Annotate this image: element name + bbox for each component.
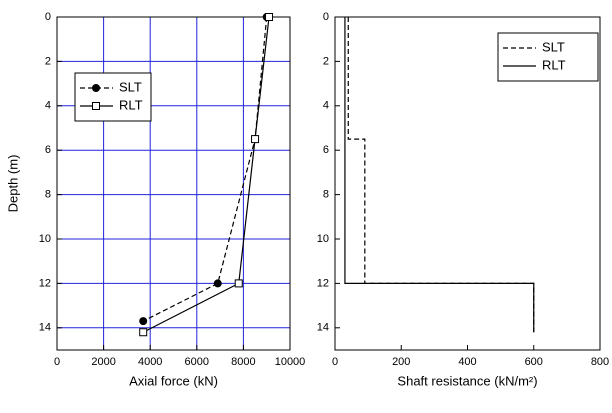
- y-tick-label: 6: [323, 144, 329, 156]
- y-tick-label: 10: [39, 233, 51, 245]
- legend-box: [497, 32, 599, 82]
- x-axis-label: Shaft resistance (kN/m²): [397, 373, 537, 388]
- series-line: [142, 16, 270, 333]
- y-tick-label: 0: [323, 11, 329, 23]
- y-tick-label: 4: [323, 100, 329, 112]
- x-tick-label: 400: [458, 356, 476, 368]
- x-tick-label: 4000: [138, 356, 162, 368]
- marker: [92, 102, 100, 110]
- y-tick-label: 8: [323, 189, 329, 201]
- y-tick-label: 14: [39, 322, 51, 334]
- x-axis-label: Axial force (kN): [129, 373, 218, 388]
- x-tick-label: 8000: [231, 356, 255, 368]
- x-tick-label: 0: [54, 356, 60, 368]
- legend-box: [74, 72, 152, 122]
- y-tick-label: 12: [317, 277, 329, 289]
- y-axis-label: Depth (m): [5, 155, 20, 213]
- series-line: [344, 17, 535, 333]
- legend-label: RLT: [119, 97, 143, 112]
- marker: [213, 279, 222, 288]
- x-tick-label: 2000: [91, 356, 115, 368]
- legend-label: SLT: [119, 79, 142, 94]
- legend-label: RLT: [542, 57, 566, 72]
- y-tick-label: 8: [45, 189, 51, 201]
- y-tick-label: 14: [317, 322, 329, 334]
- series-line: [142, 16, 268, 322]
- x-tick-label: 200: [392, 356, 410, 368]
- x-tick-label: 600: [525, 356, 543, 368]
- marker: [234, 279, 243, 288]
- marker: [265, 13, 274, 21]
- marker: [139, 328, 148, 337]
- x-tick-label: 800: [591, 356, 609, 368]
- y-tick-label: 2: [323, 55, 329, 67]
- y-tick-label: 4: [45, 100, 51, 112]
- y-tick-label: 10: [317, 233, 329, 245]
- x-tick-label: 6000: [185, 356, 209, 368]
- marker: [251, 135, 260, 144]
- marker: [139, 317, 148, 326]
- plot-frame: [56, 16, 291, 351]
- y-tick-label: 0: [45, 11, 51, 23]
- marker: [92, 84, 100, 92]
- y-tick-label: 12: [39, 277, 51, 289]
- x-tick-label: 10000: [275, 356, 306, 368]
- y-tick-label: 6: [45, 144, 51, 156]
- plot-frame: [334, 16, 601, 351]
- x-tick-label: 0: [332, 356, 338, 368]
- y-tick-label: 2: [45, 55, 51, 67]
- legend-label: SLT: [542, 39, 565, 54]
